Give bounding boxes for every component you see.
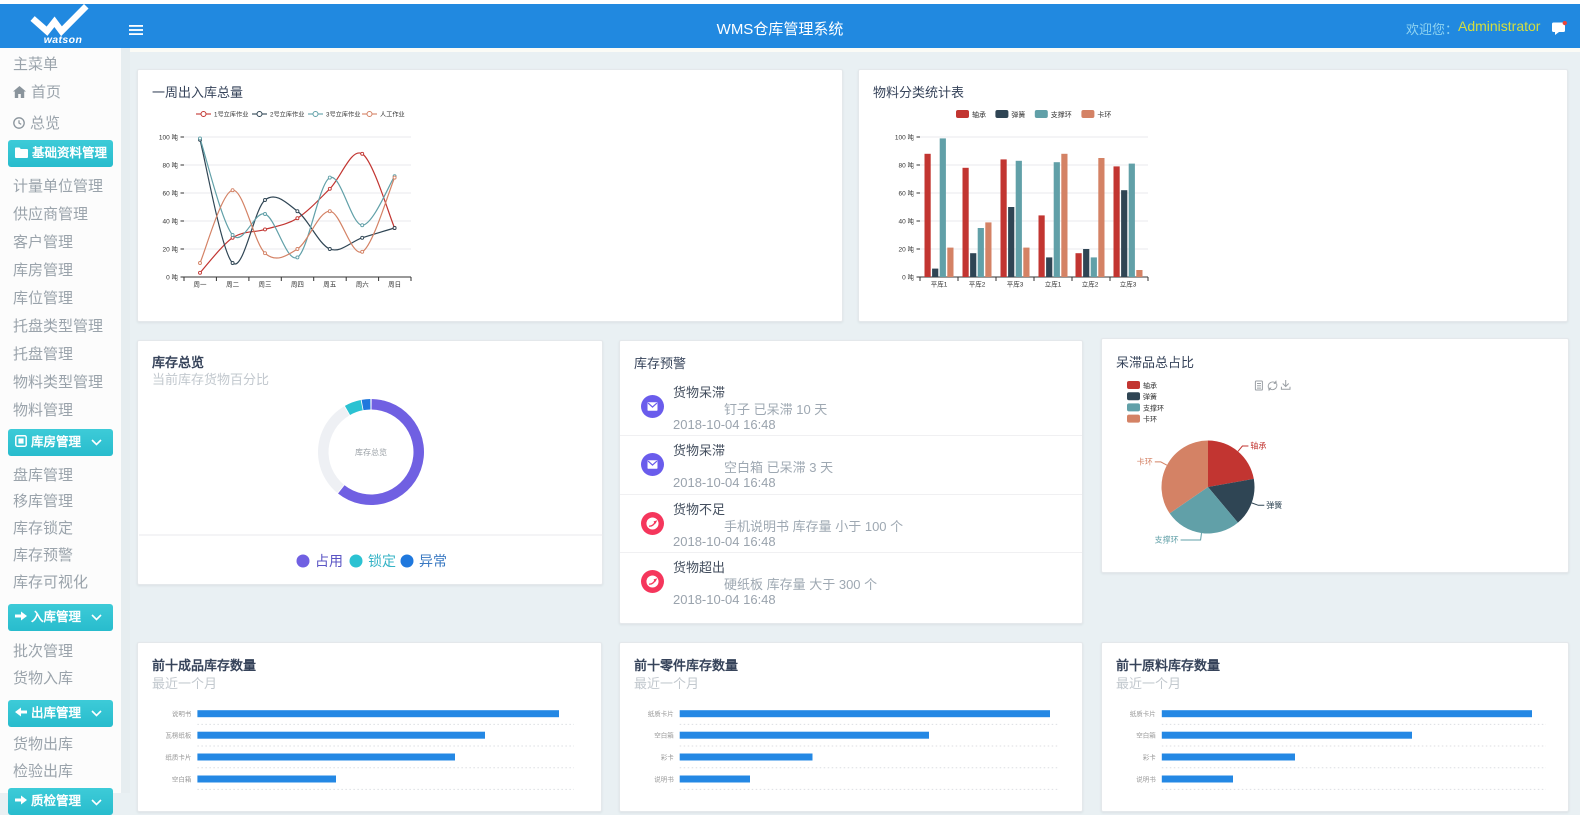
svg-text:支撑环: 支撑环	[1155, 535, 1179, 545]
svg-text:空白箱: 空白箱	[172, 775, 192, 784]
svg-text:平库1: 平库1	[931, 280, 948, 289]
svg-text:100 吨: 100 吨	[895, 133, 915, 142]
svg-text:占用: 占用	[315, 553, 343, 569]
svg-text:支撑环: 支撑环	[1143, 403, 1164, 412]
svg-text:最近一个月: 最近一个月	[634, 676, 699, 691]
svg-text:周六: 周六	[356, 280, 370, 289]
svg-text:80 吨: 80 吨	[162, 161, 178, 170]
svg-text:周四: 周四	[291, 281, 304, 289]
svg-text:周五: 周五	[323, 281, 337, 289]
svg-text:watson: watson	[44, 34, 83, 46]
svg-text:立库1: 立库1	[1045, 280, 1062, 289]
svg-text:空白箱: 空白箱	[654, 731, 674, 740]
svg-text:立库3: 立库3	[1120, 280, 1137, 289]
svg-text:物料分类统计表: 物料分类统计表	[873, 85, 964, 100]
svg-text:纸质卡片: 纸质卡片	[165, 753, 191, 762]
svg-text:最近一个月: 最近一个月	[1116, 676, 1181, 691]
svg-text:0 吨: 0 吨	[166, 273, 178, 282]
svg-text:40 吨: 40 吨	[162, 217, 178, 226]
svg-text:周三: 周三	[259, 281, 273, 289]
svg-text:立库2: 立库2	[1082, 280, 1099, 289]
svg-text:瓦楞纸板: 瓦楞纸板	[165, 731, 192, 740]
svg-text:卡环: 卡环	[1137, 456, 1153, 466]
svg-text:库存总览: 库存总览	[152, 355, 204, 370]
svg-text:卡环: 卡环	[1097, 110, 1111, 119]
svg-text:60 吨: 60 吨	[898, 189, 914, 198]
svg-text:彩卡: 彩卡	[661, 753, 675, 762]
svg-text:前十零件库存数量: 前十零件库存数量	[634, 658, 738, 673]
svg-text:呆滞品总占比: 呆滞品总占比	[1116, 355, 1194, 370]
svg-text:轴承: 轴承	[972, 110, 986, 119]
svg-text:弹簧: 弹簧	[1143, 392, 1157, 401]
svg-text:轴承: 轴承	[1143, 381, 1157, 390]
svg-text:前十原料库存数量: 前十原料库存数量	[1116, 658, 1220, 673]
svg-text:20 吨: 20 吨	[162, 245, 178, 254]
svg-text:支撑环: 支撑环	[1051, 110, 1072, 119]
svg-text:纸质卡片: 纸质卡片	[1130, 709, 1156, 718]
svg-text:80 吨: 80 吨	[898, 161, 914, 170]
svg-text:平库2: 平库2	[969, 280, 986, 289]
svg-text:纸质卡片: 纸质卡片	[648, 709, 674, 718]
svg-text:说明书: 说明书	[172, 709, 192, 718]
svg-text:彩卡: 彩卡	[1143, 753, 1157, 762]
svg-text:周一: 周一	[194, 281, 208, 289]
svg-text:人工作业: 人工作业	[380, 111, 405, 119]
svg-text:平库3: 平库3	[1007, 280, 1024, 289]
svg-text:说明书: 说明书	[654, 775, 674, 784]
svg-text:轴承: 轴承	[1250, 441, 1266, 451]
svg-text:库存总览: 库存总览	[355, 447, 387, 457]
svg-text:60 吨: 60 吨	[162, 189, 178, 198]
svg-text:100 吨: 100 吨	[159, 133, 179, 142]
svg-text:2号立库作业: 2号立库作业	[270, 111, 304, 119]
svg-text:0 吨: 0 吨	[902, 273, 914, 282]
svg-text:周二: 周二	[226, 281, 240, 289]
svg-text:弹簧: 弹簧	[1011, 110, 1025, 119]
svg-text:最近一个月: 最近一个月	[152, 676, 217, 691]
svg-text:周日: 周日	[388, 281, 401, 289]
svg-text:当前库存货物百分比: 当前库存货物百分比	[152, 372, 269, 387]
svg-text:弹簧: 弹簧	[1266, 500, 1282, 510]
svg-text:卡环: 卡环	[1143, 415, 1157, 424]
svg-text:3号立库作业: 3号立库作业	[326, 111, 360, 119]
svg-text:一周出入库总量: 一周出入库总量	[152, 85, 243, 100]
svg-text:锁定: 锁定	[368, 553, 396, 569]
svg-text:1号立库作业: 1号立库作业	[214, 111, 248, 119]
svg-text:前十成品库存数量: 前十成品库存数量	[152, 658, 256, 673]
svg-text:20 吨: 20 吨	[898, 245, 914, 254]
svg-text:40 吨: 40 吨	[898, 217, 914, 226]
svg-text:空白箱: 空白箱	[1136, 731, 1156, 740]
svg-text:异常: 异常	[419, 553, 447, 569]
svg-text:说明书: 说明书	[1136, 775, 1156, 784]
